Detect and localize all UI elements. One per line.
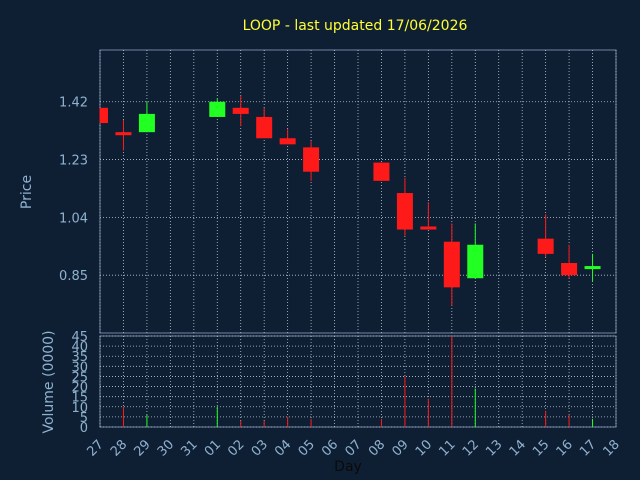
x-tick-label: 10 — [413, 437, 435, 459]
candle-body — [138, 113, 155, 133]
volume-tick-label: 5 — [80, 411, 88, 426]
x-tick-label: 29 — [131, 437, 153, 459]
candle-body — [537, 238, 554, 254]
candle-body — [420, 226, 437, 230]
candle-body — [232, 107, 249, 114]
price-tick-label: 1.42 — [59, 96, 88, 111]
volume-tick-label: 35 — [71, 350, 88, 365]
x-tick-label: 30 — [155, 437, 177, 459]
volume-tick-label: 45 — [71, 330, 88, 345]
x-tick-label: 02 — [225, 437, 247, 459]
volume-tick-label: 15 — [71, 391, 88, 406]
x-tick-label: 03 — [249, 437, 271, 459]
volume-tick-label: 40 — [71, 340, 88, 355]
x-tick-label: 27 — [85, 437, 107, 459]
volume-axis-label: Volume (0000) — [41, 330, 57, 433]
x-tick-label: 01 — [202, 437, 224, 459]
volume-tick-label: 0 — [80, 421, 88, 436]
x-tick-label: 13 — [483, 437, 505, 459]
x-tick-label: 07 — [343, 437, 365, 459]
x-tick-label: 05 — [296, 437, 318, 459]
candle-body — [396, 193, 413, 230]
volume-tick-label: 30 — [71, 360, 88, 375]
x-tick-label: 14 — [507, 437, 529, 459]
candle-body — [115, 132, 132, 136]
candle-body — [209, 101, 226, 117]
chart-title: LOOP - last updated 17/06/2026 — [243, 18, 468, 34]
candle-body — [303, 147, 320, 172]
price-tick-label: 1.23 — [59, 154, 88, 169]
price-axis-label: Price — [19, 175, 35, 209]
candle-body — [100, 107, 108, 124]
x-tick-label: 12 — [460, 437, 482, 459]
volume-tick-label: 10 — [71, 401, 88, 416]
x-tick-label: 11 — [436, 437, 458, 459]
candle-body — [256, 116, 273, 139]
x-tick-label: 28 — [108, 437, 130, 459]
candle-body — [561, 263, 578, 276]
x-tick-label: 06 — [319, 437, 341, 459]
candle-body — [373, 162, 390, 181]
x-tick-label: 15 — [530, 437, 552, 459]
x-tick-label: 08 — [366, 437, 388, 459]
x-tick-label: 04 — [272, 437, 294, 459]
x-axis-label: Day — [334, 459, 362, 475]
candle-body — [279, 138, 296, 145]
volume-tick-label: 20 — [71, 381, 88, 396]
x-tick-label: 18 — [601, 437, 623, 459]
x-tick-label: 09 — [389, 437, 411, 459]
x-tick-label: 31 — [178, 437, 200, 459]
price-tick-label: 0.85 — [59, 269, 88, 284]
volume-tick-label: 25 — [71, 370, 88, 385]
candle-body — [443, 241, 460, 288]
x-tick-label: 17 — [577, 437, 599, 459]
price-tick-label: 1.04 — [59, 211, 88, 226]
x-tick-label: 16 — [554, 437, 576, 459]
candle-body — [584, 266, 601, 270]
candle-body — [467, 244, 484, 279]
